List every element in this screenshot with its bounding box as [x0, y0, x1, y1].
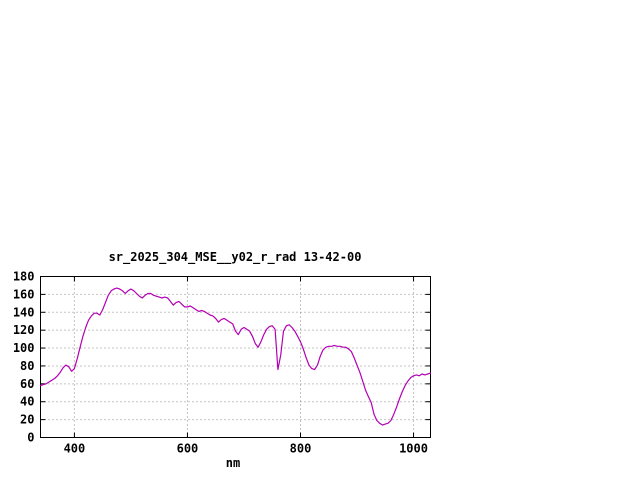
chart-title: sr_2025_304_MSE__y02_r_rad 13-42-00 — [109, 250, 362, 265]
y-tick-label: 40 — [20, 395, 34, 409]
y-tick-label: 20 — [20, 413, 34, 427]
series-line — [39, 287, 432, 426]
y-tick-label: 160 — [13, 287, 35, 301]
x-tick-label: 400 — [64, 442, 86, 456]
y-tick-label: 60 — [20, 377, 34, 391]
y-tick-label: 0 — [27, 431, 34, 445]
y-tick-label: 100 — [13, 341, 35, 355]
x-tick-label: 800 — [290, 442, 312, 456]
plot-frame — [40, 276, 431, 438]
y-tick-label: 80 — [20, 359, 34, 373]
y-tick-label: 180 — [13, 270, 35, 284]
y-tick-label: 140 — [13, 305, 35, 319]
x-tick-label: 1000 — [399, 442, 428, 456]
y-tick-label: 120 — [13, 323, 35, 337]
x-tick-label: 600 — [177, 442, 199, 456]
x-axis-label: nm — [226, 456, 240, 470]
